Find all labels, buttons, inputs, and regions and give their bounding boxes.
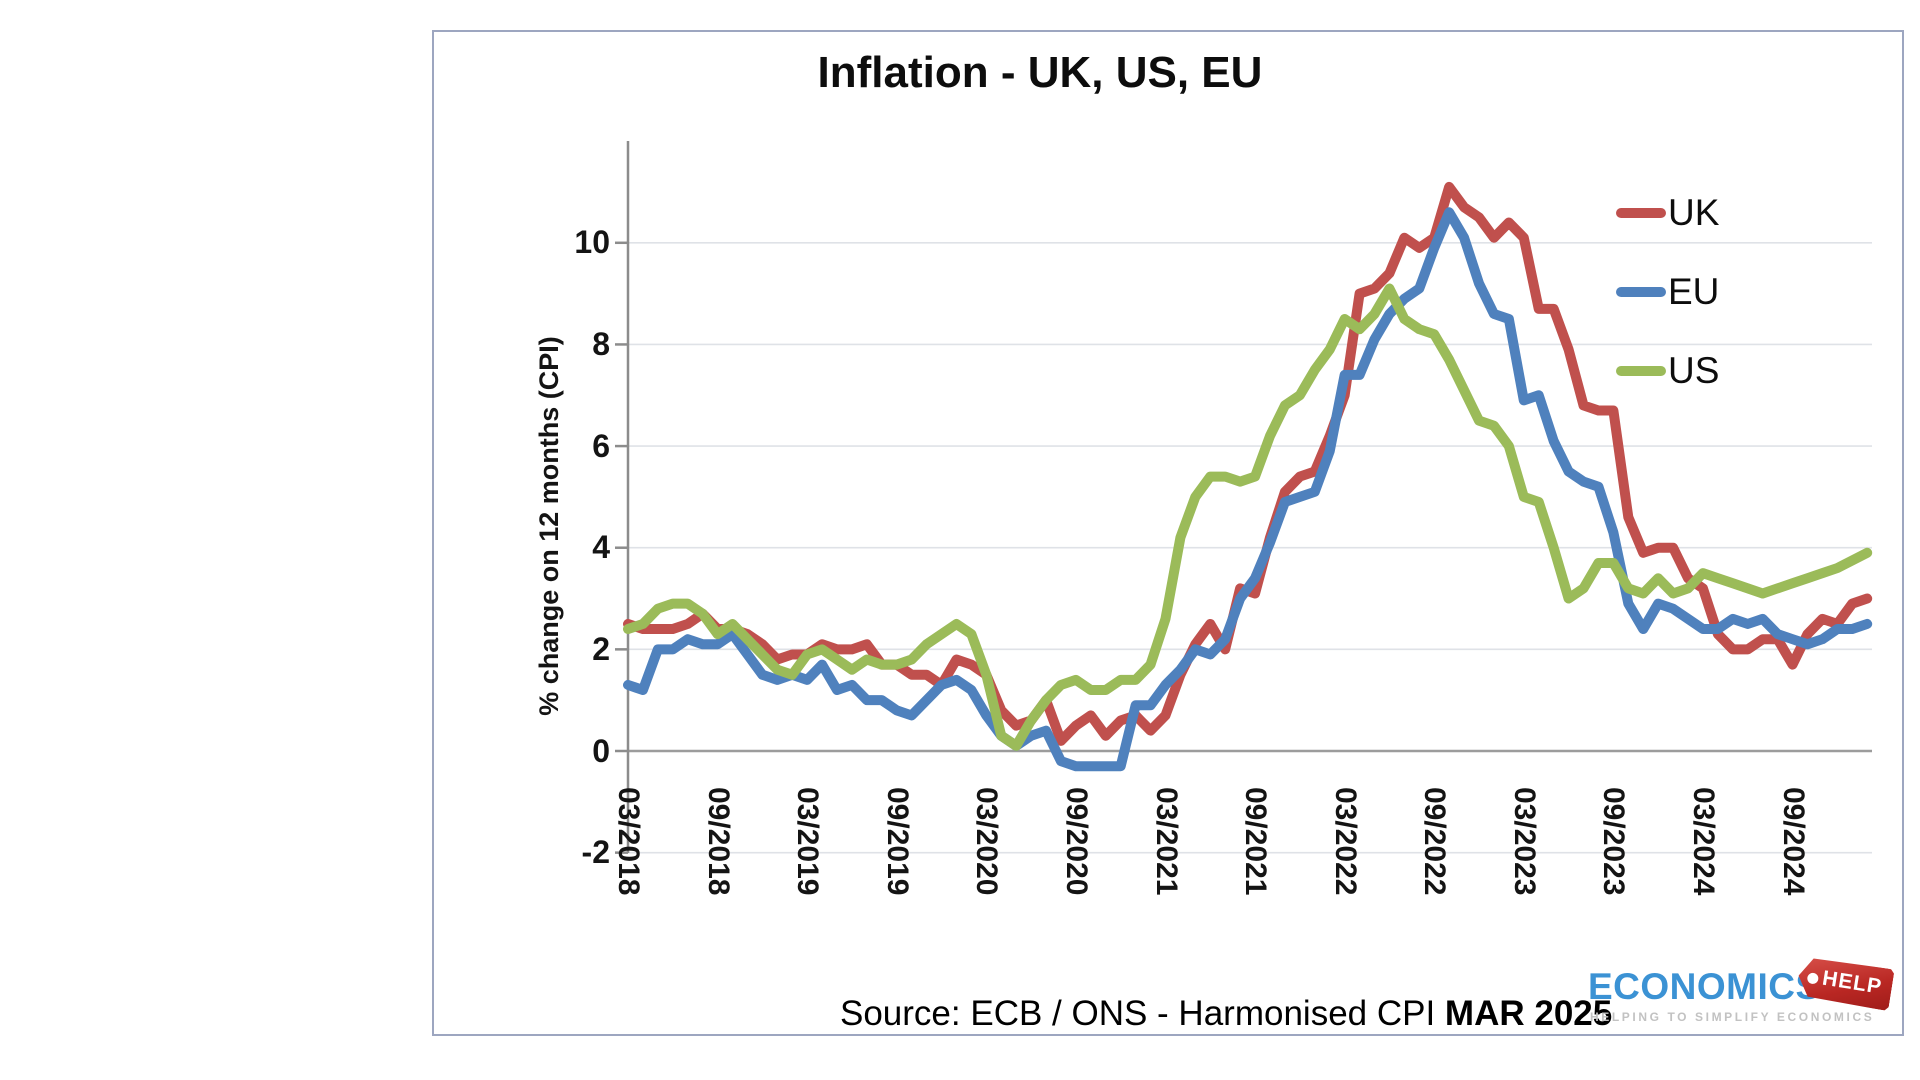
economics-help-logo: ECONOMICS HELP HELPING TO SIMPLIFY ECONO… — [1588, 966, 1904, 1032]
x-tick-label: 03/2018 — [612, 787, 645, 896]
legend-label-uk: UK — [1668, 192, 1720, 233]
x-tick-label: 09/2023 — [1597, 787, 1630, 896]
chart-frame — [432, 30, 1904, 1036]
y-tick-label: 10 — [574, 224, 610, 260]
source-note: Source: ECB / ONS - Harmonised CPI MAR 2… — [840, 994, 1612, 1034]
x-tick-label: 03/2020 — [970, 787, 1003, 896]
eu-line-swatch — [1616, 287, 1666, 297]
x-tick-label: 03/2019 — [791, 787, 824, 896]
x-tick-label: 09/2022 — [1418, 787, 1451, 896]
eu-line — [623, 207, 1873, 772]
x-tick-label: 09/2019 — [881, 787, 914, 896]
x-tick-label: 09/2018 — [702, 787, 735, 896]
x-tick-label: 03/2022 — [1329, 787, 1362, 896]
y-tick-label: 4 — [592, 529, 610, 565]
chart-title: Inflation - UK, US, EU — [817, 48, 1263, 97]
legend: UK EU US — [1616, 189, 1836, 426]
logo-tag-text: HELP — [1820, 966, 1884, 999]
source-note-text: Source: ECB / ONS - Harmonised CPI — [840, 994, 1445, 1033]
legend-label-us: US — [1668, 350, 1720, 391]
y-tick-label: -2 — [581, 834, 610, 870]
legend-item-uk: UK — [1616, 189, 1836, 237]
y-tick-label: 0 — [592, 733, 610, 769]
uk-line-swatch — [1616, 208, 1666, 218]
legend-label-eu: EU — [1668, 271, 1720, 312]
y-tick-label: 8 — [592, 326, 610, 362]
us-line-swatch — [1616, 366, 1666, 376]
source-note-date: MAR 2025 — [1444, 994, 1613, 1033]
y-tick-label: 6 — [592, 428, 610, 464]
logo-wordmark: ECONOMICS — [1588, 966, 1821, 1007]
legend-item-eu: EU — [1616, 268, 1836, 316]
x-tick-label: 09/2020 — [1060, 787, 1093, 896]
logo-tagline: HELPING TO SIMPLIFY ECONOMICS — [1590, 1010, 1875, 1024]
x-tick-label: 03/2023 — [1508, 787, 1541, 896]
us-line — [623, 283, 1873, 751]
x-tick-label: 03/2024 — [1687, 787, 1720, 896]
y-tick-label: 2 — [592, 631, 610, 667]
x-tick-label: 09/2024 — [1777, 787, 1810, 896]
x-tick-label: 09/2021 — [1239, 787, 1272, 896]
legend-item-us: US — [1616, 347, 1836, 395]
tag-hole-icon — [1807, 972, 1820, 985]
x-tick-label: 03/2021 — [1150, 787, 1183, 896]
